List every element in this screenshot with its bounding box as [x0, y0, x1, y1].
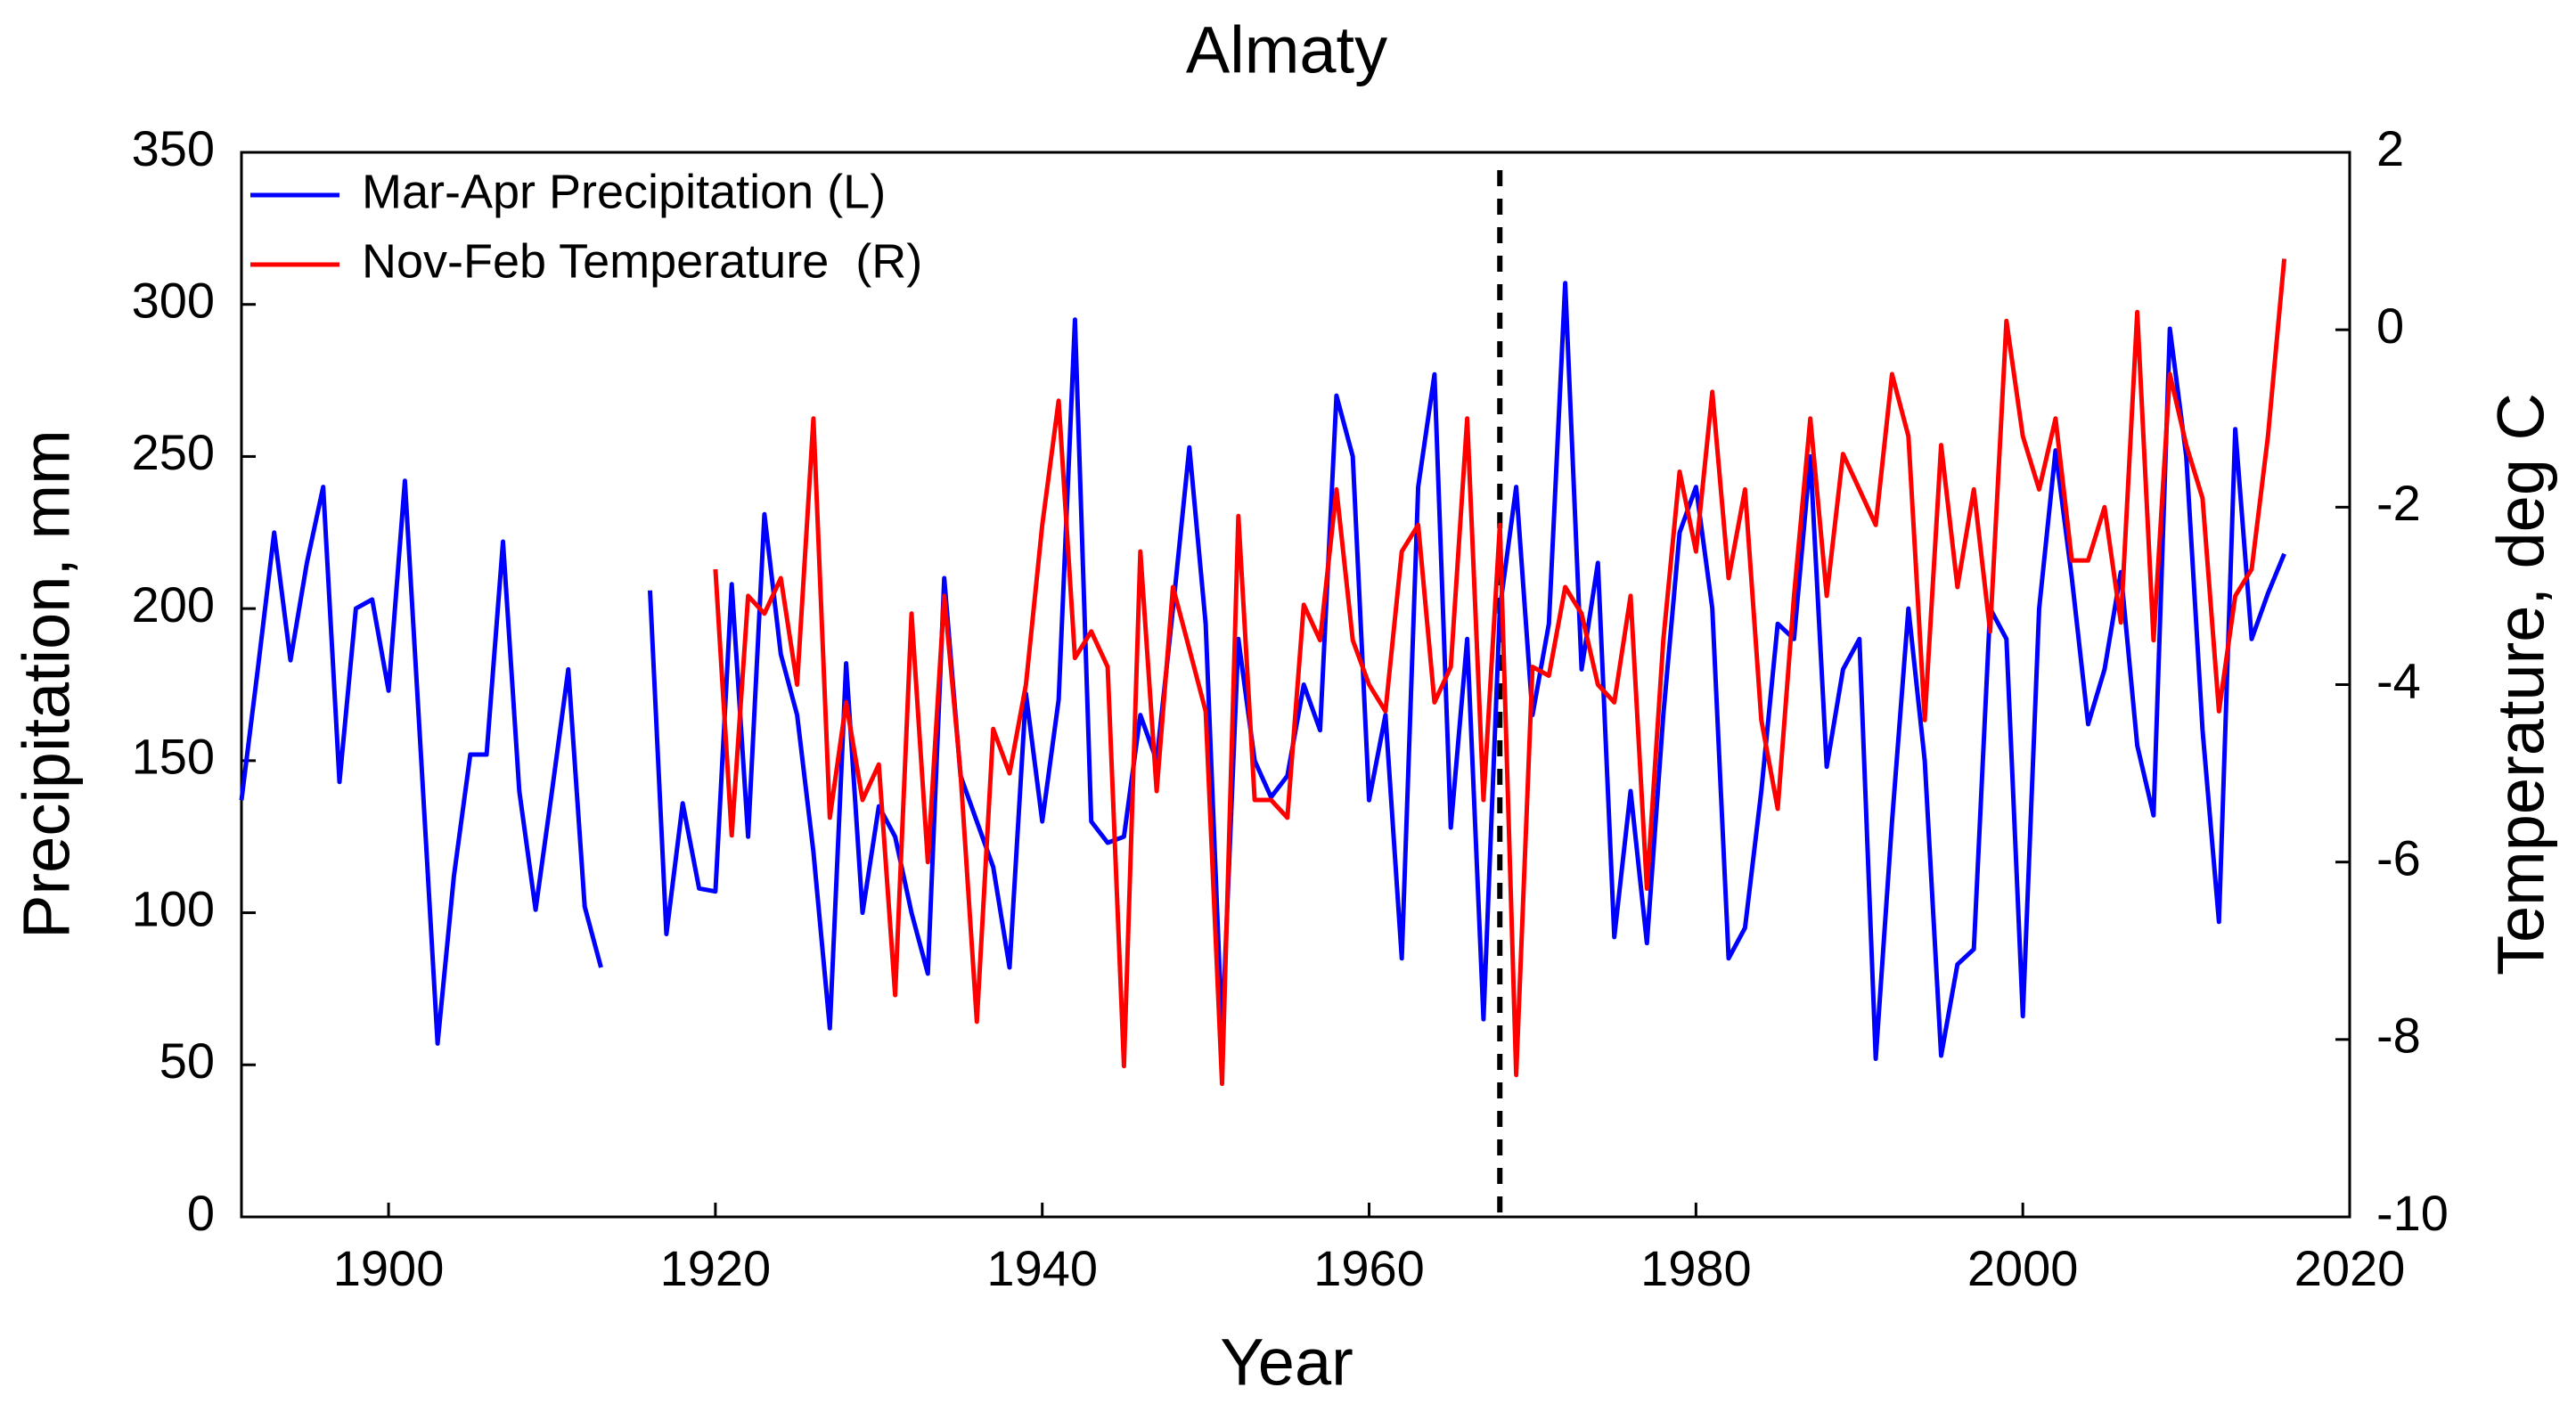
- x-tick-label: 1960: [1313, 1240, 1425, 1296]
- y-tick-label: 0: [187, 1185, 215, 1241]
- y-tick-label: 250: [132, 424, 215, 480]
- y2-tick-label: -10: [2376, 1185, 2449, 1241]
- y-tick-label: 100: [132, 880, 215, 936]
- y2-tick-label: 2: [2376, 120, 2404, 176]
- x-tick-label: 2020: [2294, 1240, 2406, 1296]
- y-axis-label: Precipitation, mm: [10, 429, 84, 939]
- y2-tick-label: -4: [2376, 652, 2421, 708]
- chart-title: Almaty: [1186, 13, 1387, 87]
- y2-tick-label: 0: [2376, 298, 2404, 354]
- x-tick-label: 1980: [1640, 1240, 1752, 1296]
- x-tick-label: 1920: [660, 1240, 772, 1296]
- y-tick-label: 300: [132, 273, 215, 329]
- y-tick-label: 150: [132, 729, 215, 785]
- y2-tick-label: -6: [2376, 829, 2421, 886]
- y2-tick-label: -2: [2376, 475, 2421, 531]
- data-line: [239, 281, 2286, 1061]
- x-tick-label: 1940: [986, 1240, 1098, 1296]
- x-tick-label: 2000: [1967, 1240, 2079, 1296]
- y-tick-label: 350: [132, 120, 215, 176]
- y2-axis-label: Temperature, deg C: [2484, 393, 2558, 975]
- y-tick-label: 50: [159, 1032, 215, 1089]
- x-tick-label: 1900: [333, 1240, 445, 1296]
- y2-tick-label: -8: [2376, 1008, 2421, 1064]
- legend-label: Mar-Apr Precipitation (L): [362, 165, 886, 218]
- x-axis-label: Year: [1220, 1326, 1353, 1400]
- legend-label: Nov-Feb Temperature (R): [362, 234, 922, 288]
- data-line: [713, 258, 2287, 1087]
- y-tick-label: 200: [132, 576, 215, 633]
